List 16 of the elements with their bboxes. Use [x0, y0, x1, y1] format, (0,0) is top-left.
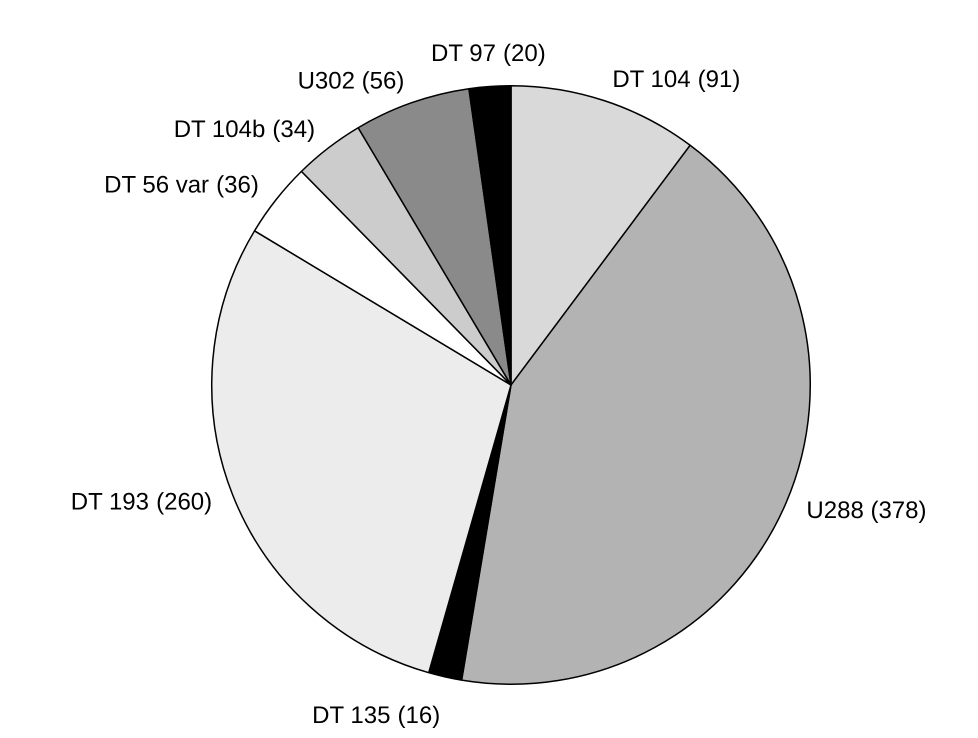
slice-label: DT 104b	[174, 116, 266, 144]
slice-label: DT 97	[431, 40, 496, 68]
data-label: (56)	[362, 68, 404, 95]
data-label: (36)	[216, 172, 259, 199]
data-label: (260)	[156, 488, 212, 516]
slice-label: DT 56 var	[104, 172, 210, 199]
data-label: (20)	[503, 40, 546, 68]
data-label: (91)	[698, 66, 740, 93]
slice-label: U302	[298, 68, 355, 95]
slice-label: DT 135	[312, 702, 390, 729]
data-label: (378)	[870, 496, 926, 524]
data-label: (34)	[272, 116, 316, 144]
slice-label: DT 104	[612, 66, 691, 93]
slice-label: DT 193	[70, 488, 150, 516]
data-label: (16)	[398, 702, 440, 729]
slice-label: U288	[806, 496, 864, 524]
